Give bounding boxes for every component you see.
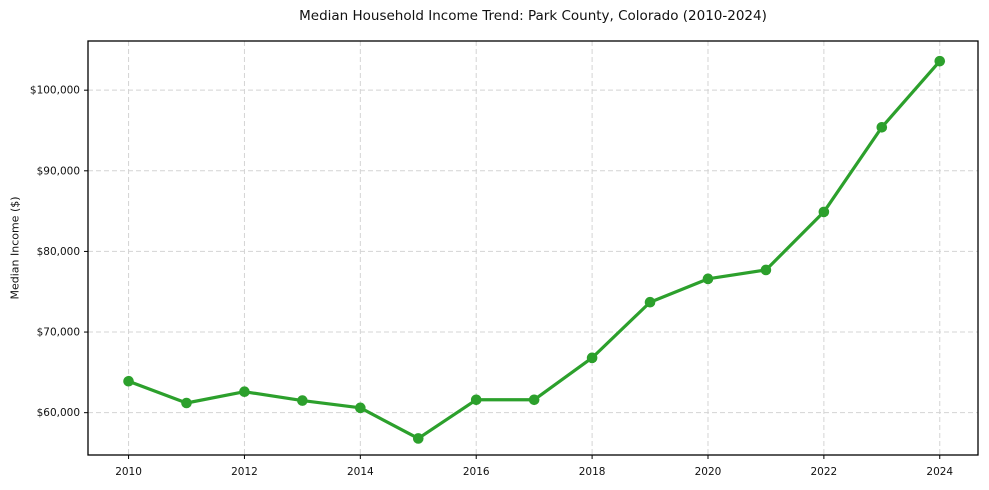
- data-point: [528, 394, 540, 406]
- data-point: [702, 273, 714, 285]
- y-tick-label: $70,000: [37, 327, 80, 339]
- y-tick-label: $60,000: [37, 407, 80, 419]
- data-point: [181, 397, 192, 409]
- y-tick-label: $90,000: [37, 165, 80, 177]
- y-tick-label: $100,000: [30, 85, 80, 97]
- x-tick-label: 2024: [926, 466, 953, 478]
- data-point: [760, 264, 772, 276]
- data-point: [123, 375, 134, 387]
- trend-line: [126, 59, 942, 441]
- x-tick-label: 2018: [579, 466, 606, 478]
- axes-spines: [87, 40, 979, 456]
- y-tick-label: $80,000: [37, 246, 80, 258]
- data-point: [470, 394, 482, 406]
- data-point: [644, 296, 656, 308]
- x-tick-label: 2016: [463, 466, 490, 478]
- x-tick-label: 2020: [695, 466, 722, 478]
- x-tick-label: 2014: [347, 466, 374, 478]
- chart-title: Median Household Income Trend: Park Coun…: [299, 8, 767, 24]
- data-point: [818, 206, 830, 218]
- data-point: [412, 433, 424, 444]
- data-point: [876, 121, 888, 133]
- data-point: [239, 386, 250, 398]
- data-point: [355, 402, 366, 414]
- data-point: [297, 395, 308, 406]
- data-point: [586, 352, 598, 364]
- data-point: [934, 55, 946, 67]
- x-tick-label: 2012: [231, 466, 258, 478]
- x-tick-label: 2010: [115, 466, 142, 478]
- x-tick-label: 2022: [811, 466, 838, 478]
